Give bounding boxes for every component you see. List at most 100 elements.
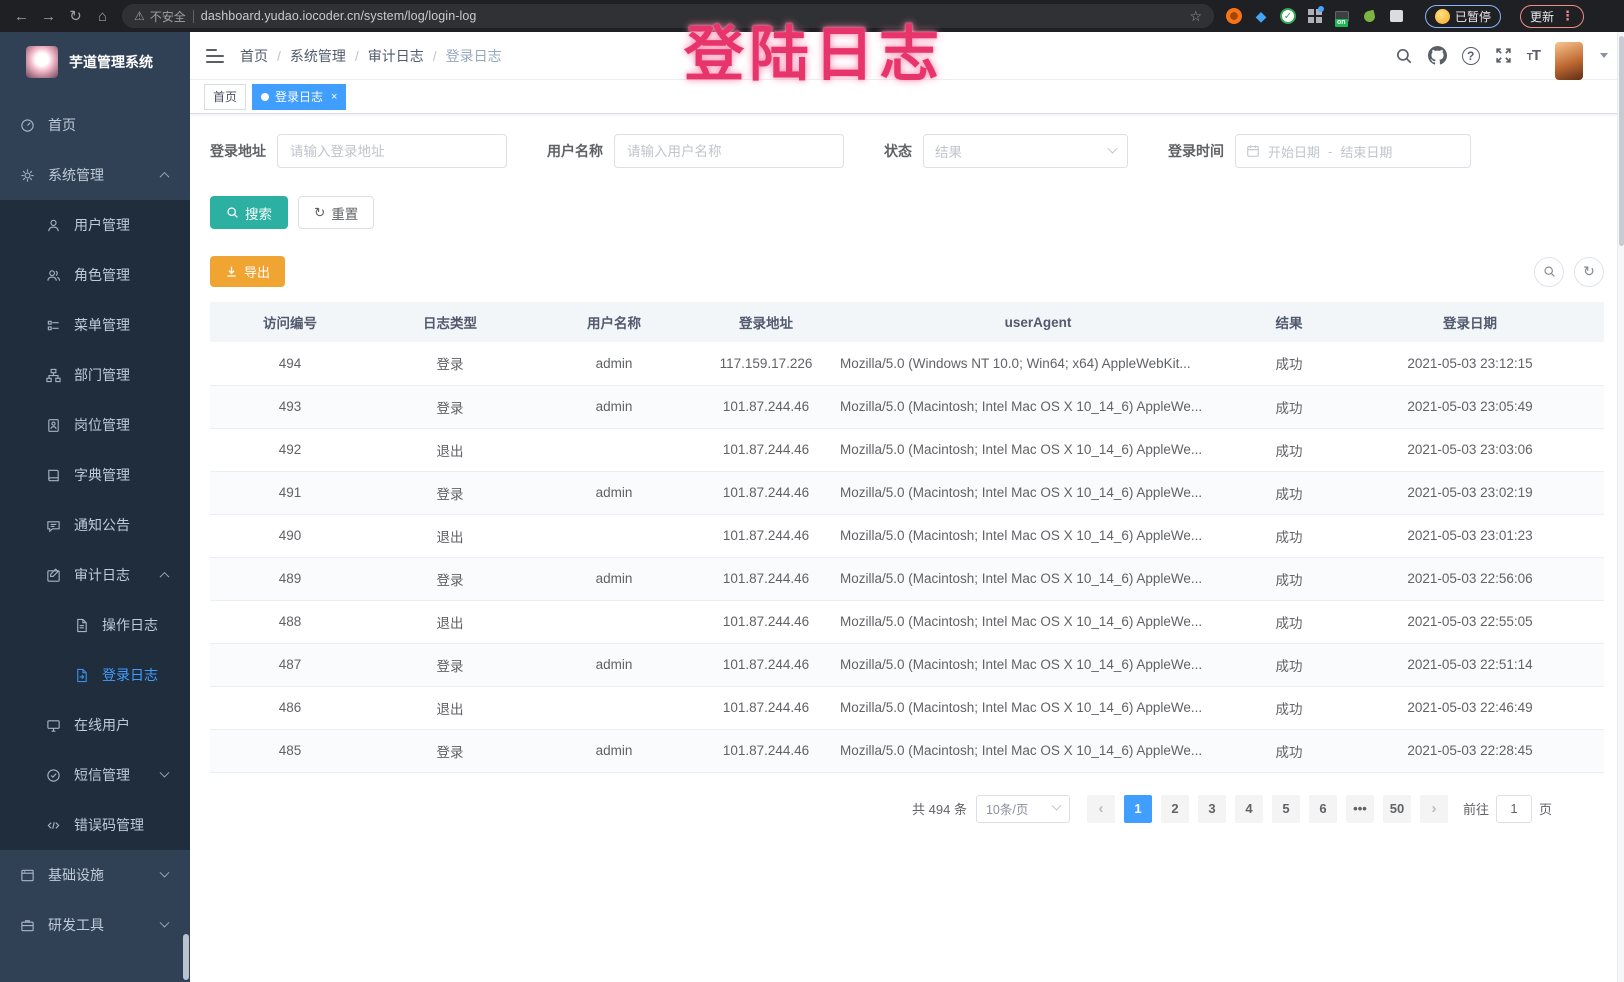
extension-icon-green-check[interactable]: ✓ <box>1280 8 1296 24</box>
cell-user: admin <box>530 385 698 429</box>
browser-back-icon[interactable]: ← <box>14 7 29 25</box>
date-range-picker[interactable]: 开始日期 - 结束日期 <box>1235 134 1471 168</box>
table-row[interactable]: 488 退出 101.87.244.46 Mozilla/5.0 (Macintosh… <box>210 600 1604 644</box>
user-menu-caret-icon[interactable] <box>1600 53 1608 58</box>
sidebar-item-login-log[interactable]: 登录日志 <box>0 650 190 700</box>
extensions-puzzle-icon[interactable] <box>1388 8 1404 24</box>
sidebar-item-dict[interactable]: 字典管理 <box>0 450 190 500</box>
tab-home[interactable]: 首页 <box>204 83 247 110</box>
page-button-6[interactable]: 6 <box>1308 794 1337 823</box>
bookmark-star-icon[interactable]: ☆ <box>1189 7 1202 24</box>
refresh-icon: ↻ <box>314 204 326 220</box>
table-row[interactable]: 490 退出 101.87.244.46 Mozilla/5.0 (Macintosh… <box>210 514 1604 558</box>
cell-user: admin <box>530 471 698 515</box>
export-button[interactable]: 导出 <box>210 256 286 287</box>
github-icon[interactable] <box>1427 46 1447 65</box>
table-row[interactable]: 486 退出 101.87.244.46 Mozilla/5.0 (Macintosh… <box>210 686 1604 730</box>
not-secure-warning[interactable]: ⚠ 不安全 <box>134 8 186 25</box>
breadcrumb-item[interactable]: 系统管理 <box>289 47 346 64</box>
sidebar-scrollbar-thumb[interactable] <box>183 934 189 980</box>
scrollbar-thumb[interactable] <box>1619 36 1624 246</box>
browser-update-button[interactable]: 更新 ⋮ <box>1520 4 1585 28</box>
address-bar[interactable]: ⚠ 不安全 dashboard.yudao.iocoder.cn/system/… <box>122 4 1214 28</box>
search-icon <box>227 207 238 218</box>
table-row[interactable]: 485 登录 admin 101.87.244.46 Mozilla/5.0 (Maci… <box>210 729 1604 773</box>
prev-page-button[interactable]: ‹ <box>1086 794 1115 823</box>
browser-home-icon[interactable]: ⌂ <box>97 7 108 25</box>
status-select[interactable]: 结果 <box>923 134 1128 168</box>
filter-login-address: 登录地址 <box>210 134 507 168</box>
table-row[interactable]: 492 退出 101.87.244.46 Mozilla/5.0 (Macintosh… <box>210 428 1604 472</box>
extension-icon-leaf[interactable] <box>1361 8 1377 24</box>
page-size-select[interactable]: 10条/页 <box>975 794 1070 823</box>
username-input[interactable] <box>614 134 844 168</box>
page-button-3[interactable]: 3 <box>1197 794 1226 823</box>
table-row[interactable]: 487 登录 admin 101.87.244.46 Mozilla/5.0 (Maci… <box>210 643 1604 687</box>
sidebar-item-notice[interactable]: 通知公告 <box>0 500 190 550</box>
table-row[interactable]: 494 登录 admin 117.159.17.226 Mozilla/5.0 (Win… <box>210 342 1604 386</box>
next-page-button[interactable]: › <box>1419 794 1448 823</box>
extension-icon-gem[interactable]: ◆ <box>1255 7 1267 24</box>
sidebar-toggle-icon[interactable] <box>206 48 224 63</box>
url-text[interactable]: dashboard.yudao.iocoder.cn/system/log/lo… <box>200 9 477 23</box>
refresh-table-button[interactable]: ↻ <box>1574 256 1604 287</box>
fullscreen-icon[interactable] <box>1495 47 1512 64</box>
sidebar-item-error-code[interactable]: 错误码管理 <box>0 800 190 850</box>
reset-button[interactable]: ↻ 重置 <box>298 196 375 229</box>
cell-ip: 101.87.244.46 <box>698 385 834 429</box>
monitor-icon <box>47 719 60 732</box>
page-scrollbar[interactable] <box>1617 32 1624 982</box>
sidebar-item-depts[interactable]: 部门管理 <box>0 350 190 400</box>
login-address-input[interactable] <box>277 134 507 168</box>
sidebar-item-users[interactable]: 用户管理 <box>0 200 190 250</box>
sidebar-item-menus[interactable]: 菜单管理 <box>0 300 190 350</box>
search-icon[interactable] <box>1395 47 1413 65</box>
help-icon[interactable]: ? <box>1461 46 1480 65</box>
breadcrumb-item[interactable]: 审计日志 <box>367 47 424 64</box>
table-row[interactable]: 493 登录 admin 101.87.244.46 Mozilla/5.0 (Maci… <box>210 385 1604 429</box>
sidebar-item-infra[interactable]: 基础设施 <box>0 850 190 900</box>
cell-type: 登录 <box>370 342 530 386</box>
browser-menu-dots-icon[interactable]: ⋮ <box>1561 8 1575 23</box>
hide-search-button[interactable] <box>1534 256 1564 287</box>
search-button[interactable]: 搜索 <box>210 196 288 229</box>
page-button-5[interactable]: 5 <box>1271 794 1300 823</box>
breadcrumb-item[interactable]: 首页 <box>240 47 268 64</box>
font-size-icon[interactable]: TT <box>1526 47 1541 64</box>
goto-page-input[interactable] <box>1495 794 1532 823</box>
tab-login-log[interactable]: 登录日志 × <box>252 83 347 110</box>
dashboard-icon <box>21 118 34 132</box>
sidebar-item-devtools[interactable]: 研发工具 <box>0 900 190 950</box>
filter-form: 登录地址 用户名称 状态 结果 登录时间 开始日期 - <box>210 134 1604 168</box>
page-button-50[interactable]: 50 <box>1382 794 1411 823</box>
page-button-4[interactable]: 4 <box>1234 794 1263 823</box>
sidebar-item-online-users[interactable]: 在线用户 <box>0 700 190 750</box>
tab-close-icon[interactable]: × <box>331 90 338 103</box>
filter-username: 用户名称 <box>547 134 844 168</box>
sidebar-item-label: 菜单管理 <box>74 317 130 333</box>
sidebar-item-home[interactable]: 首页 <box>0 100 190 150</box>
page-more-button[interactable]: ••• <box>1345 794 1374 823</box>
page-button-2[interactable]: 2 <box>1160 794 1189 823</box>
sidebar-item-system[interactable]: 系统管理 <box>0 150 190 200</box>
app-logo-row[interactable]: 芋道管理系统 <box>0 32 190 92</box>
user-avatar[interactable] <box>1555 41 1583 80</box>
sidebar-item-operate-log[interactable]: 操作日志 <box>0 600 190 650</box>
cell-result: 成功 <box>1242 686 1336 730</box>
table-row[interactable]: 489 登录 admin 101.87.244.46 Mozilla/5.0 (Maci… <box>210 557 1604 601</box>
sidebar-item-roles[interactable]: 角色管理 <box>0 250 190 300</box>
browser-reload-icon[interactable]: ↻ <box>69 8 82 25</box>
extension-icon-grid[interactable] <box>1307 6 1324 24</box>
sidebar-item-audit-log[interactable]: 审计日志 <box>0 550 190 600</box>
page-size-value: 10条/页 <box>985 803 1029 817</box>
browser-forward-icon[interactable]: → <box>41 7 56 25</box>
page-button-1[interactable]: 1 <box>1123 794 1152 823</box>
cell-user: admin <box>530 643 698 687</box>
sidebar-item-sms[interactable]: 短信管理 <box>0 750 190 800</box>
cell-result: 成功 <box>1242 557 1336 601</box>
table-row[interactable]: 491 登录 admin 101.87.244.46 Mozilla/5.0 (Maci… <box>210 471 1604 515</box>
profile-paused-chip[interactable]: 已暂停 <box>1425 4 1502 28</box>
extension-icon-orange[interactable] <box>1226 8 1242 24</box>
sidebar-item-posts[interactable]: 岗位管理 <box>0 400 190 450</box>
extension-icon-list[interactable]: on <box>1334 8 1350 27</box>
